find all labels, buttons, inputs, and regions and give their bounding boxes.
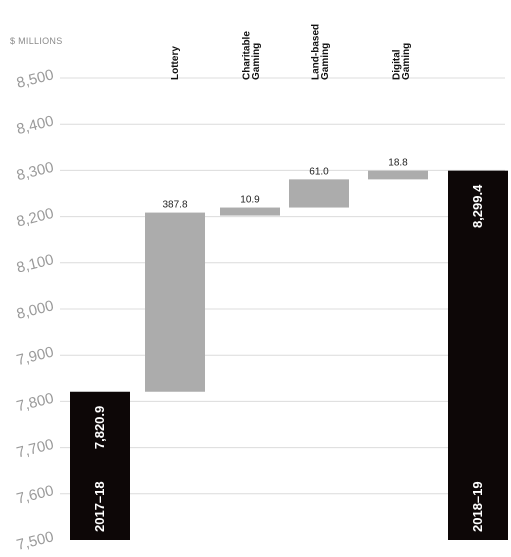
unit-label: $ MILLIONS [10,36,63,46]
y-tick-label: 8,000 [15,297,56,323]
y-tick-label: 8,400 [15,113,56,139]
category-header-label: Charitable [241,31,252,80]
category-header-label: Gaming [320,43,331,80]
bar-value-label: 61.0 [309,166,329,177]
category-header-label: Land-based [310,24,321,80]
y-tick-label: 7,600 [15,482,56,508]
total-bar [448,170,508,541]
bar-value-label: 387.8 [162,200,187,211]
category-header-label: Gaming [401,43,412,80]
total-bar [70,391,130,540]
delta-bar [145,212,205,392]
bar-category-label: 2018–19 [470,481,485,532]
y-tick-label: 8,500 [15,66,56,92]
category-header-label: Digital [391,49,402,80]
y-tick-label: 8,100 [15,251,56,277]
y-tick-label: 7,500 [15,528,56,554]
bar-value-label: 7,820.9 [92,406,107,449]
delta-bar [289,179,349,208]
y-tick-label: 7,900 [15,344,56,370]
category-header-label: Lottery [170,46,181,80]
bar-category-label: 2017–18 [92,481,107,532]
delta-bar [368,170,428,180]
labels-layer: 7,820.9 2017–18 387.8 Lottery 10.9 Charitable… [92,24,485,532]
y-axis-layer: 7,500 7,600 7,700 7,800 7,900 8,000 8,100 8,200… [15,66,56,554]
y-tick-label: 7,800 [15,390,56,416]
y-tick-label: 8,200 [15,205,56,231]
bars-layer [70,170,508,541]
y-tick-label: 8,300 [15,159,56,185]
bar-value-label: 10.9 [240,195,260,206]
y-tick-label: 7,700 [15,436,56,462]
delta-bar [220,207,280,216]
bar-value-label: 18.8 [388,158,408,169]
category-header-label: Gaming [251,43,262,80]
bar-value-label: 8,299.4 [470,184,485,228]
grid-layer [60,77,505,495]
